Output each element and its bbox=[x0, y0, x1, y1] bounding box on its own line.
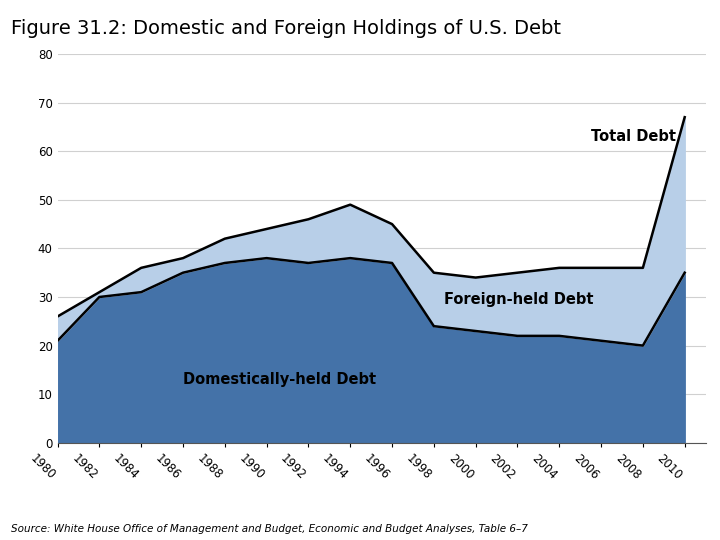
Text: Figure 31.2: Domestic and Foreign Holdings of U.S. Debt: Figure 31.2: Domestic and Foreign Holdin… bbox=[11, 19, 561, 38]
Text: Total Debt: Total Debt bbox=[590, 129, 675, 144]
Text: Source: White House Office of Management and Budget, Economic and Budget Analyse: Source: White House Office of Management… bbox=[11, 523, 528, 534]
Text: Domestically-held Debt: Domestically-held Debt bbox=[183, 372, 376, 387]
Text: Foreign-held Debt: Foreign-held Debt bbox=[444, 292, 594, 307]
